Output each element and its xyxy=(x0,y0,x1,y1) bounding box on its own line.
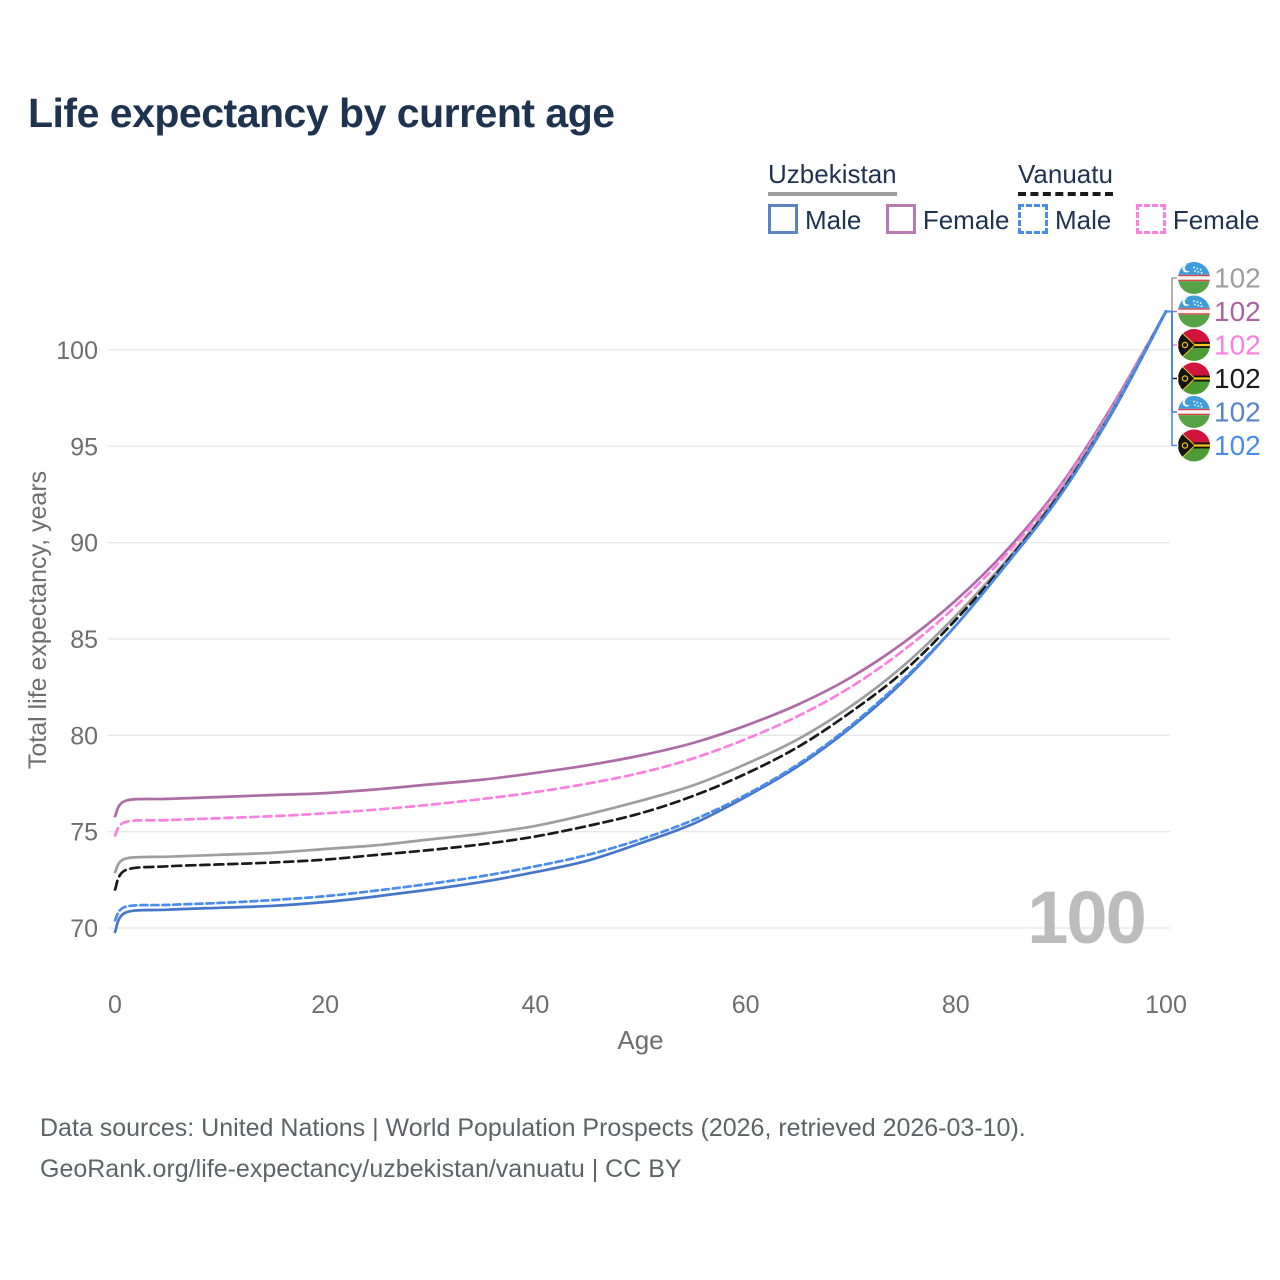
page-title: Life expectancy by current age xyxy=(28,90,615,136)
end-value-label-vu-all: 102 xyxy=(1214,363,1261,394)
series-vu-all xyxy=(113,310,1168,891)
vanuatu-female-swatch-icon xyxy=(1135,203,1166,234)
legend-header-vanuatu: Vanuatu xyxy=(1018,160,1113,196)
end-value-label-uz-male: 102 xyxy=(1214,397,1261,428)
y-tick-label: 80 xyxy=(70,722,98,750)
end-value-label-vu-female: 102 xyxy=(1214,330,1261,361)
data-sources-text: Data sources: United Nations | World Pop… xyxy=(40,1114,1026,1142)
legend-item-label: Female xyxy=(922,204,1010,235)
legend-items: Male Female xyxy=(1018,203,1280,236)
legend-item-label: Female xyxy=(1172,204,1260,235)
x-tick-label: 80 xyxy=(942,991,970,1019)
legend-item-label: Male xyxy=(1055,204,1112,235)
uzbekistan-flag-icon xyxy=(1178,396,1210,428)
legend-item-uzbekistan-male[interactable]: Male xyxy=(768,203,862,236)
vanuatu-male-swatch-icon xyxy=(1018,203,1048,234)
vanuatu-flag-icon xyxy=(1178,362,1210,395)
legend-item-uzbekistan-female[interactable]: Female xyxy=(885,203,1010,236)
legend-items: Male Female xyxy=(768,203,1030,236)
uzbekistan-flag-icon xyxy=(1178,295,1210,328)
legend: Uzbekistan Male Female Vanuatu Male Fema… xyxy=(0,160,1280,250)
legend-group-vanuatu: Vanuatu Male Female xyxy=(1018,160,1280,236)
series-vu-male xyxy=(113,310,1168,922)
source-url-text: GeoRank.org/life-expectancy/uzbekistan/v… xyxy=(40,1155,682,1184)
series-uz-female xyxy=(113,310,1168,818)
y-tick-label: 70 xyxy=(70,915,98,943)
x-tick-label: 40 xyxy=(521,991,549,1019)
uzbekistan-female-swatch-icon xyxy=(885,203,916,234)
end-value-label-vu-male: 102 xyxy=(1214,430,1261,461)
legend-header-uzbekistan: Uzbekistan xyxy=(768,160,897,196)
legend-item-vanuatu-male[interactable]: Male xyxy=(1018,203,1112,236)
x-tick-label: 20 xyxy=(311,991,339,1019)
vanuatu-flag-icon xyxy=(1178,429,1210,462)
x-axis-title: Age xyxy=(617,1025,663,1055)
x-tick-label: 0 xyxy=(108,991,122,1019)
y-tick-label: 75 xyxy=(70,819,98,847)
end-label-connector xyxy=(1166,277,1177,313)
legend-item-vanuatu-female[interactable]: Female xyxy=(1135,203,1260,236)
legend-item-label: Male xyxy=(805,204,862,235)
x-tick-label: 100 xyxy=(1145,991,1187,1019)
series-uz-all xyxy=(113,310,1168,874)
chart-footer: Data sources: United Nations | World Pop… xyxy=(40,1108,1190,1191)
y-tick-label: 85 xyxy=(70,626,98,654)
y-axis-title: Total life expectancy, years xyxy=(24,471,52,769)
y-tick-label: 100 xyxy=(56,337,98,365)
x-tick-label: 60 xyxy=(732,991,760,1019)
end-value-label-uz-all: 102 xyxy=(1214,263,1261,294)
end-value-label-uz-female: 102 xyxy=(1214,296,1261,327)
y-tick-label: 90 xyxy=(70,530,98,558)
uzbekistan-flag-icon xyxy=(1178,262,1210,294)
legend-group-uzbekistan: Uzbekistan Male Female xyxy=(768,160,1030,236)
age-watermark: 100 xyxy=(1027,876,1144,959)
series-vu-female xyxy=(113,310,1168,837)
vanuatu-flag-icon xyxy=(1178,329,1210,361)
uzbekistan-male-swatch-icon xyxy=(768,203,798,234)
end-label-connector xyxy=(1166,310,1177,447)
y-tick-label: 95 xyxy=(70,433,98,461)
